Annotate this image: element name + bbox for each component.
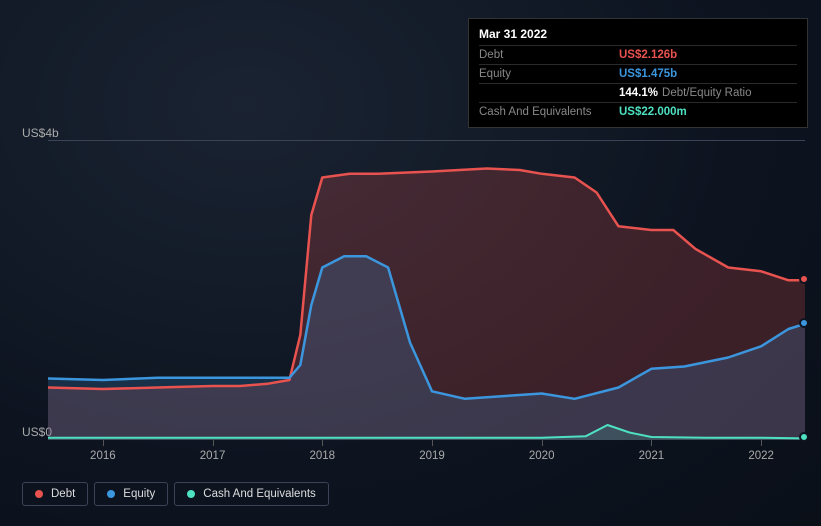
legend-item-cash[interactable]: Cash And Equivalents xyxy=(174,482,329,506)
tooltip-row: Cash And EquivalentsUS$22.000m xyxy=(479,102,797,121)
tooltip-row-label xyxy=(479,87,619,99)
tooltip-row-label: Cash And Equivalents xyxy=(479,106,619,118)
legend-label: Debt xyxy=(51,488,75,500)
tooltip-row: 144.1% Debt/Equity Ratio xyxy=(479,83,797,102)
tooltip-row-label: Debt xyxy=(479,49,619,61)
tooltip-row-value: US$2.126b xyxy=(619,49,677,61)
legend-item-debt[interactable]: Debt xyxy=(22,482,88,506)
x-axis-label: 2020 xyxy=(529,450,555,462)
x-tick xyxy=(322,440,323,446)
chart-plot-area[interactable] xyxy=(48,140,805,440)
legend: Debt Equity Cash And Equivalents xyxy=(22,482,329,506)
tooltip-row-extra: Debt/Equity Ratio xyxy=(662,87,752,99)
legend-item-equity[interactable]: Equity xyxy=(94,482,168,506)
x-axis-label: 2018 xyxy=(309,450,335,462)
x-axis-label: 2016 xyxy=(90,450,116,462)
tooltip-row: DebtUS$2.126b xyxy=(479,45,797,64)
tooltip-row-value: US$1.475b xyxy=(619,68,677,80)
chart-tooltip: Mar 31 2022 DebtUS$2.126bEquityUS$1.475b… xyxy=(468,18,808,128)
tooltip-row: EquityUS$1.475b xyxy=(479,64,797,83)
x-axis-label: 2022 xyxy=(748,450,774,462)
chart-container: { "chart": { "type": "area-line", "backg… xyxy=(0,0,821,526)
x-tick xyxy=(651,440,652,446)
legend-marker xyxy=(107,490,115,498)
series-end-marker-cash xyxy=(799,432,809,442)
x-tick xyxy=(103,440,104,446)
x-tick xyxy=(761,440,762,446)
series-end-marker-debt xyxy=(799,274,809,284)
legend-marker xyxy=(187,490,195,498)
legend-marker xyxy=(35,490,43,498)
x-tick xyxy=(542,440,543,446)
legend-label: Equity xyxy=(123,488,155,500)
tooltip-row-label: Equity xyxy=(479,68,619,80)
x-axis-label: 2019 xyxy=(419,450,445,462)
x-axis: 2016 2017 2018 2019 2020 2021 2022 xyxy=(48,440,805,470)
y-axis-label: US$4b xyxy=(22,126,59,140)
x-axis-label: 2021 xyxy=(639,450,665,462)
x-tick xyxy=(432,440,433,446)
tooltip-row-value: US$22.000m xyxy=(619,106,687,118)
x-tick xyxy=(213,440,214,446)
tooltip-date: Mar 31 2022 xyxy=(479,25,797,45)
x-axis-label: 2017 xyxy=(200,450,226,462)
legend-label: Cash And Equivalents xyxy=(203,488,316,500)
series-end-marker-equity xyxy=(799,318,809,328)
tooltip-row-value: 144.1% xyxy=(619,87,658,99)
